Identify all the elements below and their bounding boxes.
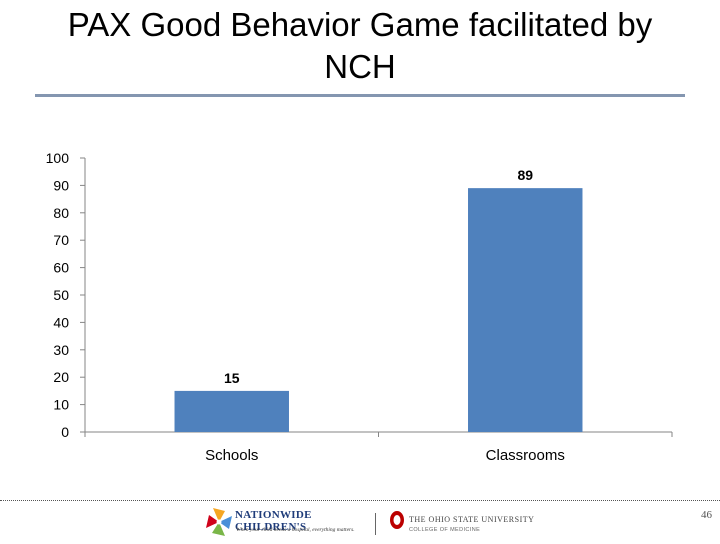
data-label-background — [213, 366, 250, 389]
title-underline — [35, 94, 685, 97]
data-label: 15 — [224, 370, 240, 386]
block-o-icon — [390, 511, 404, 529]
x-category-label: Schools — [205, 447, 258, 464]
logo-separator — [375, 513, 376, 535]
page-number: 46 — [701, 509, 712, 521]
nationwide-childrens-logo: NATIONWIDE CHILDREN'S When your child ne… — [205, 505, 365, 539]
x-category-label: Classrooms — [486, 447, 565, 464]
y-tick-label: 30 — [53, 342, 69, 358]
footer-divider — [0, 500, 720, 501]
bar-schools — [174, 390, 289, 432]
footer-logos: NATIONWIDE CHILDREN'S When your child ne… — [205, 505, 534, 539]
ohio-state-logo: THE OHIO STATE UNIVERSITY COLLEGE OF MED… — [389, 509, 534, 539]
y-tick-label: 100 — [46, 150, 70, 166]
nch-tagline: When your child needs a hospital, everyt… — [236, 527, 355, 533]
y-tick-label: 80 — [53, 205, 69, 221]
osu-logo-text: THE OHIO STATE UNIVERSITY — [409, 515, 535, 524]
y-tick-label: 70 — [53, 232, 69, 248]
data-label: 89 — [517, 167, 533, 183]
y-tick-label: 0 — [61, 424, 69, 440]
y-tick-label: 50 — [53, 287, 69, 303]
pinwheel-icon — [206, 508, 232, 536]
y-tick-label: 20 — [53, 369, 69, 385]
nch-logo-text: NATIONWIDE CHILDREN'S — [235, 509, 312, 533]
y-tick-label: 10 — [53, 397, 69, 413]
bar-classrooms — [468, 188, 583, 432]
osu-college-text: COLLEGE OF MEDICINE — [409, 527, 481, 533]
y-tick-label: 90 — [53, 177, 69, 193]
y-tick-label: 40 — [53, 314, 69, 330]
y-tick-label: 60 — [53, 260, 69, 276]
slide-title: PAX Good Behavior Game facilitated by NC… — [67, 6, 653, 85]
bar-chart: 0 10 20 30 40 50 60 70 80 90 100 15 Schools 89 Classro… — [46, 150, 673, 464]
data-label-background — [507, 164, 544, 187]
